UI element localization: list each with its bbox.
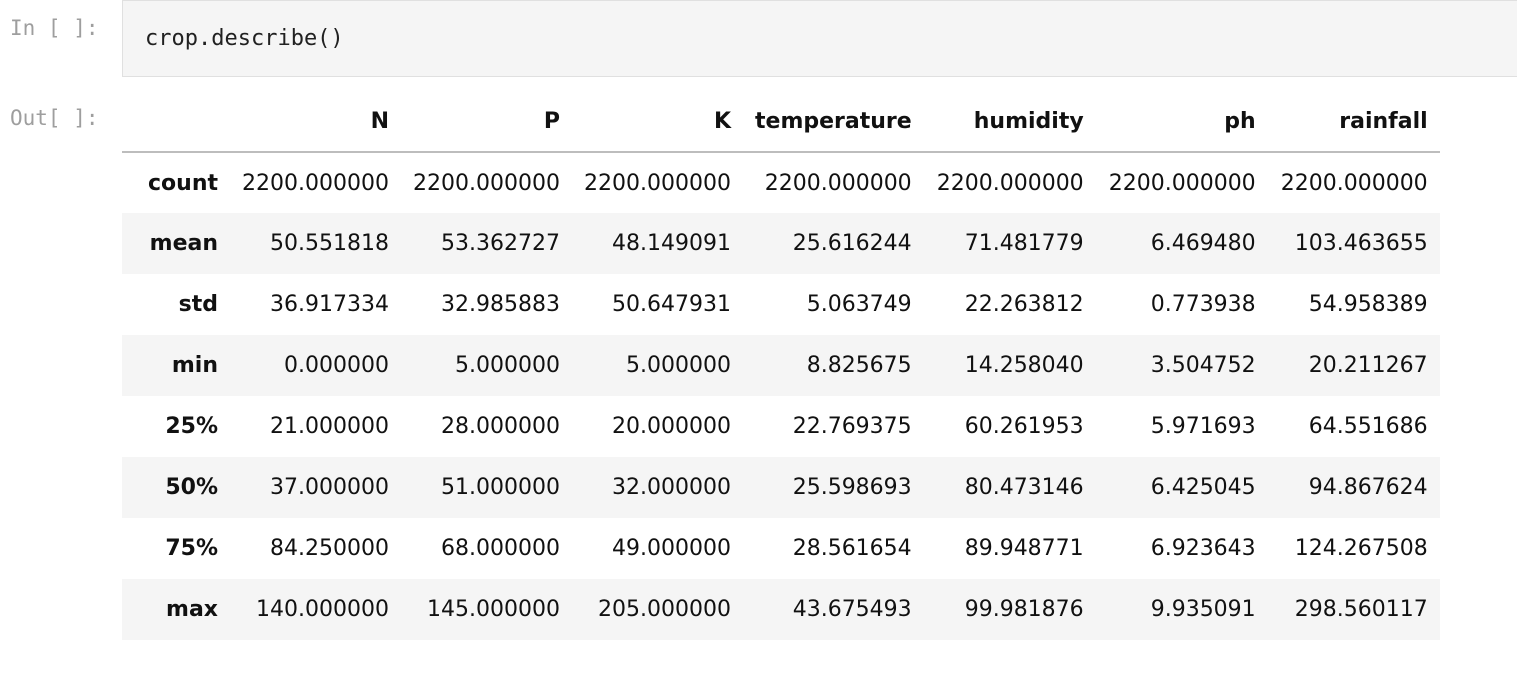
table-cell: 94.867624	[1308, 475, 1428, 500]
table-cell: 68.000000	[441, 536, 560, 561]
table-cell: 36.917334	[270, 292, 389, 317]
table-row: max 140.000000 145.000000 205.000000 43.…	[122, 579, 1440, 640]
column-header: K	[572, 91, 743, 153]
table-cell: 14.258040	[964, 353, 1084, 378]
column-header: temperature	[743, 91, 924, 153]
table-cell: 25.598693	[792, 475, 912, 500]
table-cell: 89.948771	[964, 536, 1084, 561]
column-header: N	[230, 91, 401, 153]
row-label: count	[148, 170, 218, 196]
index-header	[122, 91, 230, 153]
column-header: rainfall	[1267, 91, 1440, 153]
table-cell: 37.000000	[270, 475, 389, 500]
table-cell: 21.000000	[270, 414, 389, 439]
table-cell: 50.647931	[612, 292, 731, 317]
table-cell: 2200.000000	[242, 170, 389, 196]
table-cell: 9.935091	[1150, 597, 1256, 622]
table-row: min 0.000000 5.000000 5.000000 8.825675 …	[122, 335, 1440, 396]
table-cell: 25.616244	[792, 231, 912, 256]
table-cell: 5.000000	[626, 353, 731, 378]
table-row: std 36.917334 32.985883 50.647931 5.0637…	[122, 274, 1440, 335]
table-cell: 32.000000	[612, 475, 731, 500]
table-cell: 103.463655	[1294, 231, 1428, 256]
table-cell: 84.250000	[270, 536, 389, 561]
output-area: N P K temperature humidity ph rainfall c…	[122, 91, 1440, 640]
table-cell: 64.551686	[1308, 414, 1428, 439]
table-row: 25% 21.000000 28.000000 20.000000 22.769…	[122, 396, 1440, 457]
table-cell: 48.149091	[612, 231, 731, 256]
output-prompt: Out[ ]:	[10, 106, 99, 130]
code-input-cell[interactable]: crop.describe()	[122, 0, 1517, 77]
table-cell: 124.267508	[1294, 536, 1428, 561]
table-cell: 6.923643	[1150, 536, 1256, 561]
table-cell: 60.261953	[964, 414, 1084, 439]
table-cell: 140.000000	[256, 597, 389, 622]
table-cell: 22.263812	[964, 292, 1084, 317]
table-cell: 51.000000	[441, 475, 560, 500]
describe-dataframe-table: N P K temperature humidity ph rainfall c…	[122, 91, 1440, 640]
row-label: mean	[149, 231, 218, 256]
table-cell: 28.561654	[792, 536, 912, 561]
code-text[interactable]: crop.describe()	[145, 26, 344, 51]
table-cell: 71.481779	[964, 231, 1084, 256]
table-cell: 8.825675	[806, 353, 912, 378]
table-cell: 145.000000	[427, 597, 560, 622]
table-row: mean 50.551818 53.362727 48.149091 25.61…	[122, 213, 1440, 274]
table-cell: 2200.000000	[584, 170, 731, 196]
table-cell: 3.504752	[1150, 353, 1256, 378]
column-header: ph	[1095, 91, 1268, 153]
table-cell: 2200.000000	[413, 170, 560, 196]
table-cell: 2200.000000	[936, 170, 1084, 196]
table-cell: 80.473146	[964, 475, 1084, 500]
table-cell: 5.971693	[1150, 414, 1256, 439]
table-cell: 205.000000	[598, 597, 731, 622]
table-cell: 20.000000	[612, 414, 731, 439]
table-cell: 99.981876	[964, 597, 1084, 622]
table-cell: 6.469480	[1150, 231, 1256, 256]
table-row: 75% 84.250000 68.000000 49.000000 28.561…	[122, 518, 1440, 579]
table-cell: 5.063749	[806, 292, 912, 317]
column-header: P	[401, 91, 572, 153]
table-row: count 2200.000000 2200.000000 2200.00000…	[122, 152, 1440, 213]
table-cell: 43.675493	[792, 597, 912, 622]
table-cell: 54.958389	[1308, 292, 1428, 317]
table-cell: 0.000000	[284, 353, 389, 378]
table-cell: 49.000000	[612, 536, 731, 561]
table-cell: 50.551818	[270, 231, 389, 256]
row-label: 75%	[165, 536, 218, 561]
row-label: 25%	[165, 414, 218, 439]
table-row: 50% 37.000000 51.000000 32.000000 25.598…	[122, 457, 1440, 518]
row-label: std	[178, 292, 218, 317]
table-header-row: N P K temperature humidity ph rainfall	[122, 91, 1440, 153]
row-label: max	[166, 597, 218, 622]
table-cell: 0.773938	[1150, 292, 1256, 317]
table-cell: 22.769375	[792, 414, 912, 439]
table-cell: 2200.000000	[764, 170, 912, 196]
table-cell: 6.425045	[1150, 475, 1256, 500]
table-cell: 2200.000000	[1280, 170, 1428, 196]
table-cell: 53.362727	[441, 231, 560, 256]
table-cell: 2200.000000	[1108, 170, 1256, 196]
table-cell: 28.000000	[441, 414, 560, 439]
row-label: 50%	[165, 475, 218, 500]
row-label: min	[171, 353, 218, 378]
table-cell: 20.211267	[1308, 353, 1428, 378]
column-header: humidity	[923, 91, 1096, 153]
table-cell: 298.560117	[1294, 597, 1428, 622]
input-prompt: In [ ]:	[10, 16, 99, 40]
table-cell: 32.985883	[441, 292, 560, 317]
table-cell: 5.000000	[455, 353, 560, 378]
